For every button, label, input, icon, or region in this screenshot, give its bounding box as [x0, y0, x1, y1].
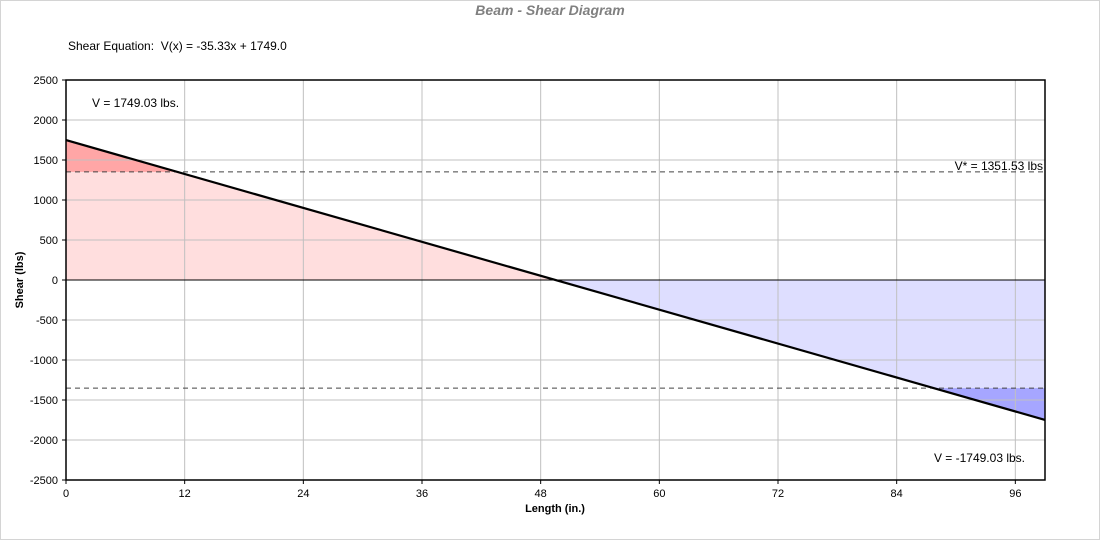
y-tick-label: 0 [52, 275, 58, 287]
x-tick-label: 48 [535, 488, 547, 500]
x-tick-label: 60 [653, 488, 665, 500]
x-tick-label: 36 [416, 488, 428, 500]
y-tick-label: -1000 [30, 355, 58, 367]
x-axis-label: Length (in.) [525, 503, 585, 515]
shear-line [65, 139, 1046, 421]
y-tick-label: -2500 [30, 475, 58, 487]
v-max-label: V = 1749.03 lbs. [92, 96, 179, 110]
plot-area-border [65, 79, 1046, 481]
x-tick-label: 0 [63, 488, 69, 500]
chart-title: Beam - Shear Diagram [475, 2, 624, 18]
shear-equation: Shear Equation: V(x) = -35.33x + 1749.0 [68, 39, 287, 53]
y-tick-label: 500 [40, 235, 58, 247]
y-tick-label: 1500 [34, 155, 58, 167]
y-tick-label: -1500 [30, 395, 58, 407]
x-tick-label: 84 [891, 488, 903, 500]
x-tick-label: 72 [772, 488, 784, 500]
y-tick-label: 2000 [34, 115, 58, 127]
y-tick-label: -2000 [30, 435, 58, 447]
y-tick-label: 1000 [34, 195, 58, 207]
x-tick-label: 24 [297, 488, 309, 500]
y-tick-label: 2500 [34, 75, 58, 87]
y-tick-label: -500 [36, 315, 58, 327]
x-tick-label: 96 [1009, 488, 1021, 500]
x-tick-label: 12 [179, 488, 191, 500]
v-min-label: V = -1749.03 lbs. [934, 451, 1025, 465]
y-axis-label: Shear (lbs) [14, 251, 26, 308]
v-star-label: V* = 1351.53 lbs [955, 159, 1043, 173]
